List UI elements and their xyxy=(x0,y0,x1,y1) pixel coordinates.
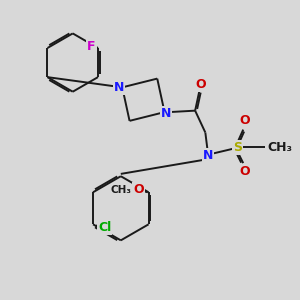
Text: O: O xyxy=(133,183,144,196)
Text: N: N xyxy=(114,81,124,94)
Text: CH₃: CH₃ xyxy=(110,185,131,195)
Text: CH₃: CH₃ xyxy=(267,141,292,154)
Text: O: O xyxy=(239,165,250,178)
Text: N: N xyxy=(203,149,213,162)
Text: O: O xyxy=(196,78,206,91)
Text: O: O xyxy=(239,114,250,128)
Text: Cl: Cl xyxy=(98,221,111,234)
Text: N: N xyxy=(161,107,171,120)
Text: S: S xyxy=(233,141,242,154)
Text: F: F xyxy=(87,40,96,53)
